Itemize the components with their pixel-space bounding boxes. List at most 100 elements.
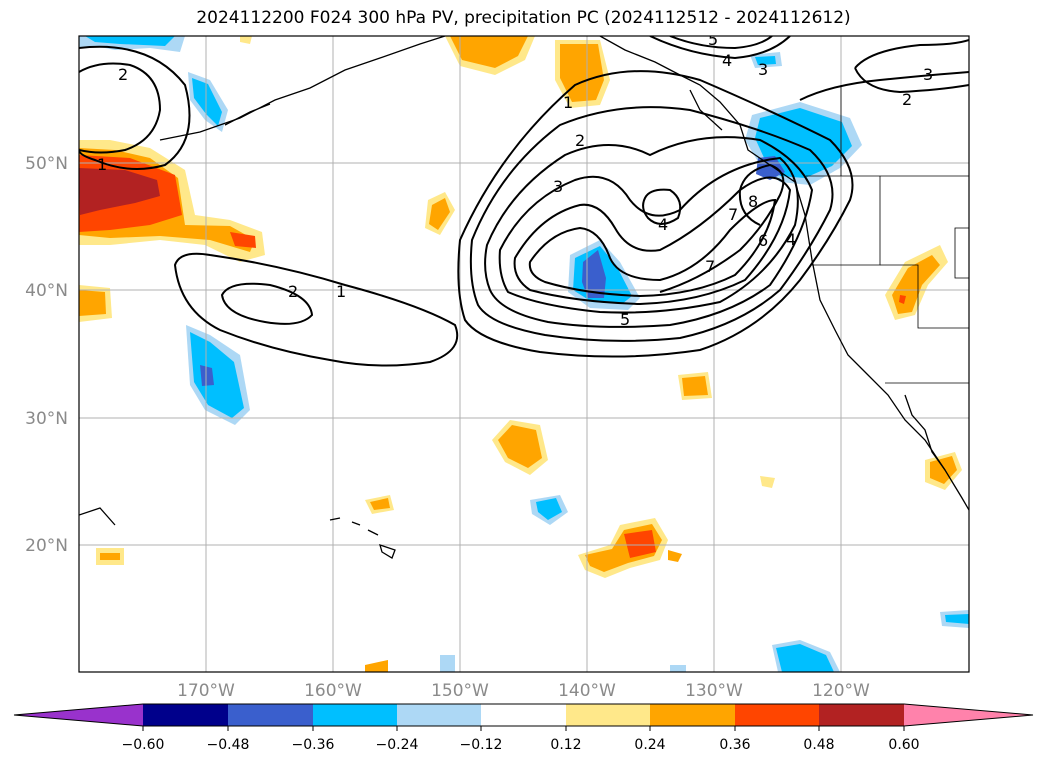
precip-blob-negative <box>85 36 175 46</box>
precip-blob-positive <box>930 456 957 484</box>
precip-blob-positive <box>450 36 528 68</box>
pv-contour-line <box>513 176 792 306</box>
precip-blob-negative <box>755 108 852 178</box>
precip-blob-positive <box>365 660 388 672</box>
map-frame <box>78 35 970 673</box>
colorbar-swatch <box>819 704 904 726</box>
latitude-labels: 50°N 40°N 30°N 20°N <box>25 154 68 556</box>
colorbar-tick-label: 0.36 <box>719 737 750 753</box>
colorbar: −0.60 −0.48 −0.36 −0.24 −0.12 0.12 0.24 … <box>13 703 1034 753</box>
pv-contour-line <box>220 282 314 325</box>
pv-label: 7 <box>728 205 738 224</box>
pv-contour-line <box>659 163 785 293</box>
colorbar-swatch <box>313 704 397 726</box>
lat-label: 20°N <box>25 536 68 556</box>
precip-blob-negative <box>190 332 244 418</box>
precip-blob-negative <box>776 644 834 672</box>
pv-label: 1 <box>97 155 107 174</box>
precip-blob-positive <box>100 553 120 560</box>
precip-blob-negative <box>200 365 214 386</box>
precip-blob-positive <box>624 530 656 558</box>
lon-label: 150°W <box>431 681 489 701</box>
pv-contours <box>79 45 854 367</box>
coastlines <box>79 36 969 559</box>
precip-blob-positive <box>429 198 450 230</box>
precip-blob-positive <box>230 232 256 248</box>
colorbar-tick-label: 0.48 <box>803 737 834 753</box>
pv-label: 2 <box>288 282 298 301</box>
precip-blob-negative <box>670 665 686 672</box>
precip-blob-negative <box>192 78 222 126</box>
pv-label: 1 <box>563 93 573 112</box>
precip-blob-positive <box>760 476 775 488</box>
precip-blob-positive <box>79 168 160 215</box>
colorbar-swatch-extend-low <box>14 704 143 726</box>
pv-label: 7 <box>705 257 715 276</box>
colorbar-tick-label: −0.24 <box>376 737 419 753</box>
pv-contour-line <box>498 156 799 314</box>
colorbar-tick-label: −0.48 <box>207 737 250 753</box>
lon-label: 160°W <box>304 681 362 701</box>
pv-label: 5 <box>708 30 718 49</box>
map-gridlines <box>79 36 969 672</box>
pv-label: 2 <box>575 131 585 150</box>
colorbar-swatch <box>735 704 819 726</box>
precip-blob-negative <box>582 250 606 298</box>
colorbar-tick-label: 0.24 <box>634 737 665 753</box>
precip-blob-positive <box>668 550 682 562</box>
pv-label: 2 <box>902 90 912 109</box>
pv-label: 5 <box>620 310 630 329</box>
colorbar-tick-label: 0.60 <box>888 737 919 753</box>
lon-label: 140°W <box>558 681 616 701</box>
colorbar-tick-label: −0.60 <box>122 737 165 753</box>
pv-label: 4 <box>658 215 668 234</box>
lon-label: 120°W <box>812 681 870 701</box>
pv-contour-line <box>484 136 814 328</box>
precip-blob-negative <box>440 655 455 672</box>
colorbar-swatch <box>566 704 650 726</box>
pv-label: 4 <box>722 51 732 70</box>
precip-blob-positive <box>370 498 390 510</box>
colorbar-tick-label: −0.12 <box>460 737 503 753</box>
pv-contour-line <box>173 252 459 367</box>
map-title: 2024112200 F024 300 hPa PV, precipitatio… <box>196 8 851 28</box>
pv-contours-upper-right <box>649 36 969 101</box>
pv-label: 4 <box>786 230 796 249</box>
lat-label: 50°N <box>25 154 68 174</box>
pv-contour-line <box>79 45 191 170</box>
lon-label: 130°W <box>685 681 743 701</box>
pv-label: 3 <box>758 60 768 79</box>
pv-contour-line <box>79 62 162 154</box>
precip-blob-negative <box>536 498 562 520</box>
precip-blob-negative <box>756 156 785 180</box>
colorbar-tick-label: −0.36 <box>292 737 335 753</box>
longitude-labels: 170°W 160°W 150°W 140°W 130°W 120°W <box>177 681 870 701</box>
colorbar-swatch <box>143 704 228 726</box>
colorbar-swatch-extend-high <box>904 704 1033 726</box>
political-borders <box>806 85 969 384</box>
pv-contour-line <box>469 106 834 342</box>
precip-blob-negative <box>945 614 969 624</box>
colorbar-swatch <box>481 704 566 726</box>
precip-blob-negative <box>755 56 776 65</box>
pv-label: 2 <box>118 65 128 84</box>
lat-label: 30°N <box>25 409 68 429</box>
pv-contour-line <box>457 70 854 358</box>
map-plot-area: 2 1 2 1 1 2 3 4 5 7 6 7 8 4 5 4 3 2 3 <box>79 30 969 672</box>
precip-shading <box>79 36 969 672</box>
precip-blob-positive <box>899 295 906 304</box>
pv-contour-line <box>528 198 777 298</box>
precip-blob-positive <box>498 425 542 468</box>
colorbar-swatch <box>397 704 481 726</box>
precip-blob-positive <box>240 36 252 44</box>
colorbar-ticks <box>142 726 905 731</box>
pv-label: 8 <box>748 192 758 211</box>
pv-label: 1 <box>336 282 346 301</box>
pv-contour-line <box>642 188 682 225</box>
lat-label: 40°N <box>25 281 68 301</box>
precip-blob-positive <box>682 376 708 396</box>
pv-label: 6 <box>758 231 768 250</box>
pv-label: 3 <box>553 177 563 196</box>
colorbar-swatch <box>650 704 735 726</box>
